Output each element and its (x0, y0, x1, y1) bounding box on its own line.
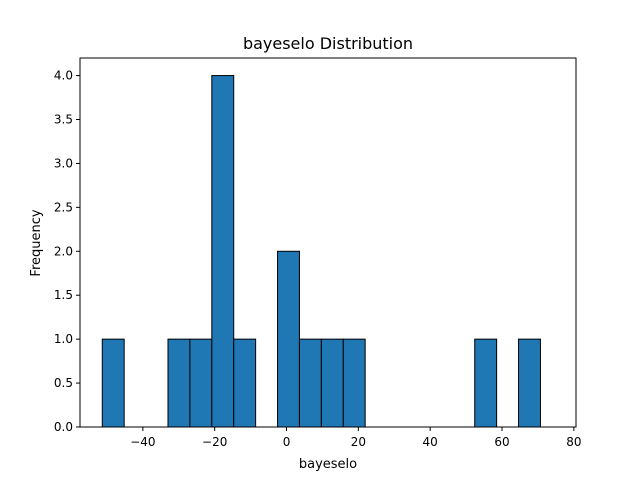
y-tick-label: 2.0 (54, 244, 73, 258)
y-tick-label: 3.0 (54, 156, 73, 170)
histogram-bar (342, 338, 366, 428)
x-axis: −40 −20 0 20 40 60 80 (130, 427, 581, 449)
x-axis-label: bayeselo (299, 457, 357, 472)
y-tick-label: 0.0 (54, 420, 73, 434)
histogram-bar (211, 75, 235, 428)
x-tick-label: 20 (351, 435, 366, 449)
bars-group (101, 75, 541, 428)
histogram-bar (189, 338, 213, 428)
histogram-bar (277, 250, 300, 428)
y-axis-label: Frequency (29, 209, 44, 276)
histogram-bar (167, 338, 191, 428)
plot-frame (79, 57, 577, 428)
y-tick-label: 1.5 (54, 288, 73, 302)
y-tick-label: 3.5 (54, 113, 73, 127)
y-tick-label: 0.5 (54, 376, 73, 390)
x-tick-label: 80 (566, 435, 581, 449)
histogram-bar (518, 338, 541, 428)
histogram-bar (233, 338, 257, 428)
x-tick-label: 40 (423, 435, 438, 449)
y-tick-label: 2.5 (54, 200, 73, 214)
histogram-bar (474, 338, 498, 428)
histogram-bar (298, 338, 322, 428)
y-tick-label: 1.0 (54, 332, 73, 346)
chart-title: bayeselo Distribution (243, 34, 413, 53)
x-tick-label: 60 (494, 435, 509, 449)
y-axis: 0.0 0.5 1.0 1.5 2.0 2.5 3.0 3.5 4.0 (54, 69, 80, 434)
histogram-bar (101, 338, 125, 428)
histogram-bar (320, 338, 344, 428)
x-tick-label: 0 (283, 435, 291, 449)
x-tick-label: −40 (130, 435, 155, 449)
x-tick-label: −20 (202, 435, 227, 449)
y-tick-label: 4.0 (54, 69, 73, 83)
